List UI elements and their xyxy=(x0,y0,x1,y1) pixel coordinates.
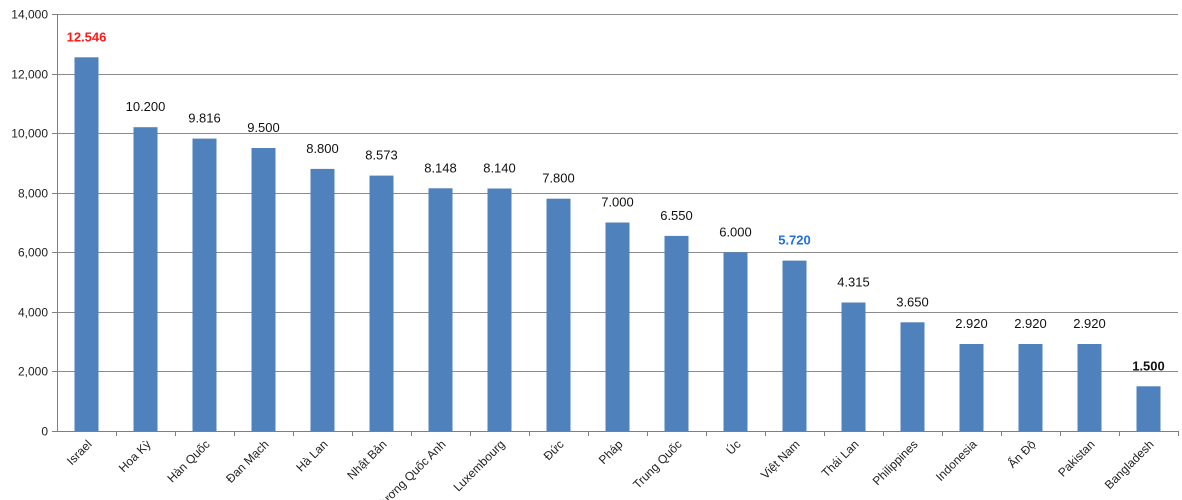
y-tick-label: 14,000 xyxy=(11,8,48,22)
data-label: 2.920 xyxy=(1014,316,1047,331)
bar xyxy=(428,188,453,431)
data-label: 3.650 xyxy=(896,294,929,309)
y-tick-label: 10,000 xyxy=(11,127,48,141)
data-label: 7.000 xyxy=(601,195,634,210)
data-label: 8.800 xyxy=(306,141,339,156)
data-label: 10.200 xyxy=(126,99,166,114)
data-label: 2.920 xyxy=(1073,316,1106,331)
bar xyxy=(251,148,276,431)
y-tick-label: 6,000 xyxy=(18,246,48,260)
y-tick-label: 2,000 xyxy=(18,365,48,379)
bar xyxy=(369,175,394,431)
bar xyxy=(1136,386,1161,431)
x-tick-label: Philippines xyxy=(870,437,921,488)
data-label: 2.920 xyxy=(955,316,988,331)
bar xyxy=(959,344,984,431)
x-tick-label: Nhật Bản xyxy=(344,437,389,482)
y-axis: 0 2,000 4,000 6,000 8,000 10,000 12,000 14,000 xyxy=(11,8,58,439)
bar xyxy=(133,127,158,431)
x-tick-label: Thái Lan xyxy=(819,437,862,480)
x-tick-label: Indonesia xyxy=(933,437,980,484)
bar xyxy=(1077,344,1102,431)
x-tick-label: Pháp xyxy=(596,437,626,467)
data-label: 8.573 xyxy=(365,148,398,163)
bar xyxy=(605,222,630,431)
y-tick-label: 8,000 xyxy=(18,187,48,201)
data-label: 1.500 xyxy=(1132,358,1165,373)
bar xyxy=(1018,344,1043,431)
x-tick-label: Úc xyxy=(723,437,744,458)
data-label: 7.800 xyxy=(542,171,575,186)
data-label: 9.816 xyxy=(188,111,221,126)
bar xyxy=(841,302,866,431)
y-tick-label: 4,000 xyxy=(18,306,48,320)
x-tick-label: Đức xyxy=(541,437,567,463)
data-label: 6.000 xyxy=(719,224,752,239)
y-tick-label: 0 xyxy=(41,425,48,439)
x-tick-label: Ấn Độ xyxy=(1004,436,1038,470)
data-labels: 12.546 10.200 9.816 9.500 8.800 8.573 8.148 8.1… xyxy=(67,29,1165,373)
bar xyxy=(192,138,217,431)
x-tick-label: Israel xyxy=(64,437,95,468)
x-tick-label: Hàn Quốc xyxy=(165,437,213,485)
x-tick-label: Trung Quốc xyxy=(630,437,684,491)
x-tick-label: Hoa Kỳ xyxy=(116,437,154,475)
x-tick-label: Đan Mạch xyxy=(223,437,272,486)
data-label: 8.148 xyxy=(424,160,457,175)
data-label: 12.546 xyxy=(67,29,107,44)
data-label: 4.315 xyxy=(837,275,870,290)
x-tick-label: Hà Lan xyxy=(293,437,330,474)
x-tick-label: Việt Nam xyxy=(758,437,803,482)
data-label: 8.140 xyxy=(483,161,516,176)
bar xyxy=(546,198,571,431)
bar xyxy=(310,168,335,431)
data-label: 6.550 xyxy=(660,208,693,223)
x-tick-label: Bangladesh xyxy=(1102,437,1157,492)
x-tick-label: Luxembourg xyxy=(451,437,508,494)
bar xyxy=(487,188,512,431)
y-tick-label: 12,000 xyxy=(11,68,48,82)
bars xyxy=(74,57,1161,432)
bar xyxy=(74,57,99,432)
bar xyxy=(900,322,925,431)
bar xyxy=(664,235,689,431)
data-label: 5.720 xyxy=(778,233,811,248)
bar xyxy=(723,252,748,431)
data-label: 9.500 xyxy=(247,120,280,135)
x-axis: Israel Hoa Kỳ Hàn Quốc Đan Mạch Hà Lan Nhật B… xyxy=(57,431,1179,500)
bar xyxy=(782,260,807,431)
x-tick-label: Pakistan xyxy=(1055,437,1097,479)
